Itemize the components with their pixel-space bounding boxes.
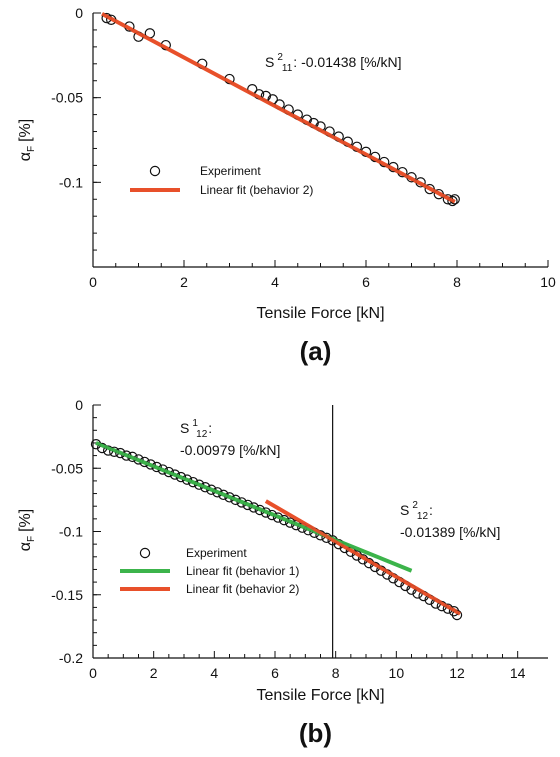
y-axis-label-unit: [%] [17,509,34,532]
slope-value: : -0.01438 [%/kN] [293,54,401,70]
y-axis-label-symbol: α [17,152,34,161]
data-point [200,482,211,493]
x-tick-label: 4 [271,274,279,290]
y-tick-label: -0.15 [51,587,83,603]
y-tick-label: 0 [75,397,83,413]
y-tick-label: -0.1 [59,524,83,540]
slope-symbol: S [265,54,274,70]
x-tick-label: 4 [210,665,218,681]
slope-value: : [429,502,433,518]
x-tick-label: 8 [332,665,340,681]
fit-line-overlay [95,441,413,573]
y-tick-label: -0.2 [59,650,83,666]
x-axis-label: Tensile Force [kN] [256,687,384,704]
x-tick-label: 6 [271,665,279,681]
x-tick-label: 0 [89,274,97,290]
slope-superscript: 2 [412,500,418,511]
x-tick-label: 12 [449,665,465,681]
slope-value: : [208,420,212,436]
slope-superscript: 1 [192,418,198,429]
slope-subscript: 12 [417,511,429,522]
x-tick-label: 6 [362,274,370,290]
y-tick-label: -0.1 [59,174,83,190]
x-tick-label: 10 [389,665,405,681]
y-axis-label-subscript: F [26,536,37,542]
x-tick-label: 8 [453,274,461,290]
legend-label: Experiment [186,546,247,560]
slope-symbol: S [400,502,409,518]
slope-annotation: S 112: [180,418,212,440]
slope-value-line2: -0.00979 [%/kN] [180,442,280,458]
x-tick-label: 10 [540,274,556,290]
panel-label: (a) [300,336,332,366]
y-axis-label: αF [%] [17,509,37,551]
slope-value-line2: -0.01389 [%/kN] [400,524,500,540]
data-point [193,479,205,490]
y-axis-label-subscript: F [26,146,37,152]
legend-label: Linear fit (behavior 2) [200,183,313,197]
legend-marker-icon [139,547,151,559]
y-axis-label: αF [%] [17,119,37,161]
x-tick-label: 2 [150,665,158,681]
fit-line-overlay [101,12,456,204]
slope-superscript: 2 [277,52,283,63]
x-tick-label: 0 [89,665,97,681]
panel-b-chart: 0 2 4 6 8 10 12 140-0.05-0.1-0.15-0.2αF[%]Tensi… [17,397,548,748]
y-tick-label: -0.05 [51,460,83,476]
data-point [447,195,458,207]
slope-annotation: S 212: [400,500,433,522]
fit-line-overlay [265,499,461,616]
data-point [206,484,217,495]
y-tick-label: -0.05 [51,90,83,106]
y-tick-label: 0 [75,5,83,21]
slope-subscript: 12 [196,429,208,440]
x-tick-label: 14 [510,665,526,681]
x-tick-label: 2 [180,274,188,290]
legend-label: Linear fit (behavior 2) [186,582,299,596]
legend-label: Linear fit (behavior 1) [186,564,299,578]
x-axis-label: Tensile Force [kN] [256,305,384,322]
slope-subscript: 11 [282,63,293,74]
data-point [187,476,199,488]
legend-marker-icon [149,165,161,177]
slope-symbol: S [180,420,189,436]
legend-label: Experiment [200,164,261,178]
panel-a-chart: 0 2 4 6 8 10 0 -0.05 -0.1 αF [%] Tensile Force [kN]… [17,5,556,366]
y-axis-label-symbol: α [17,542,34,551]
slope-annotation: S 211: -0.01438 [%/kN] [265,52,401,74]
panel-label: (b) [299,718,332,748]
y-axis-label-unit: [%] [17,119,34,142]
